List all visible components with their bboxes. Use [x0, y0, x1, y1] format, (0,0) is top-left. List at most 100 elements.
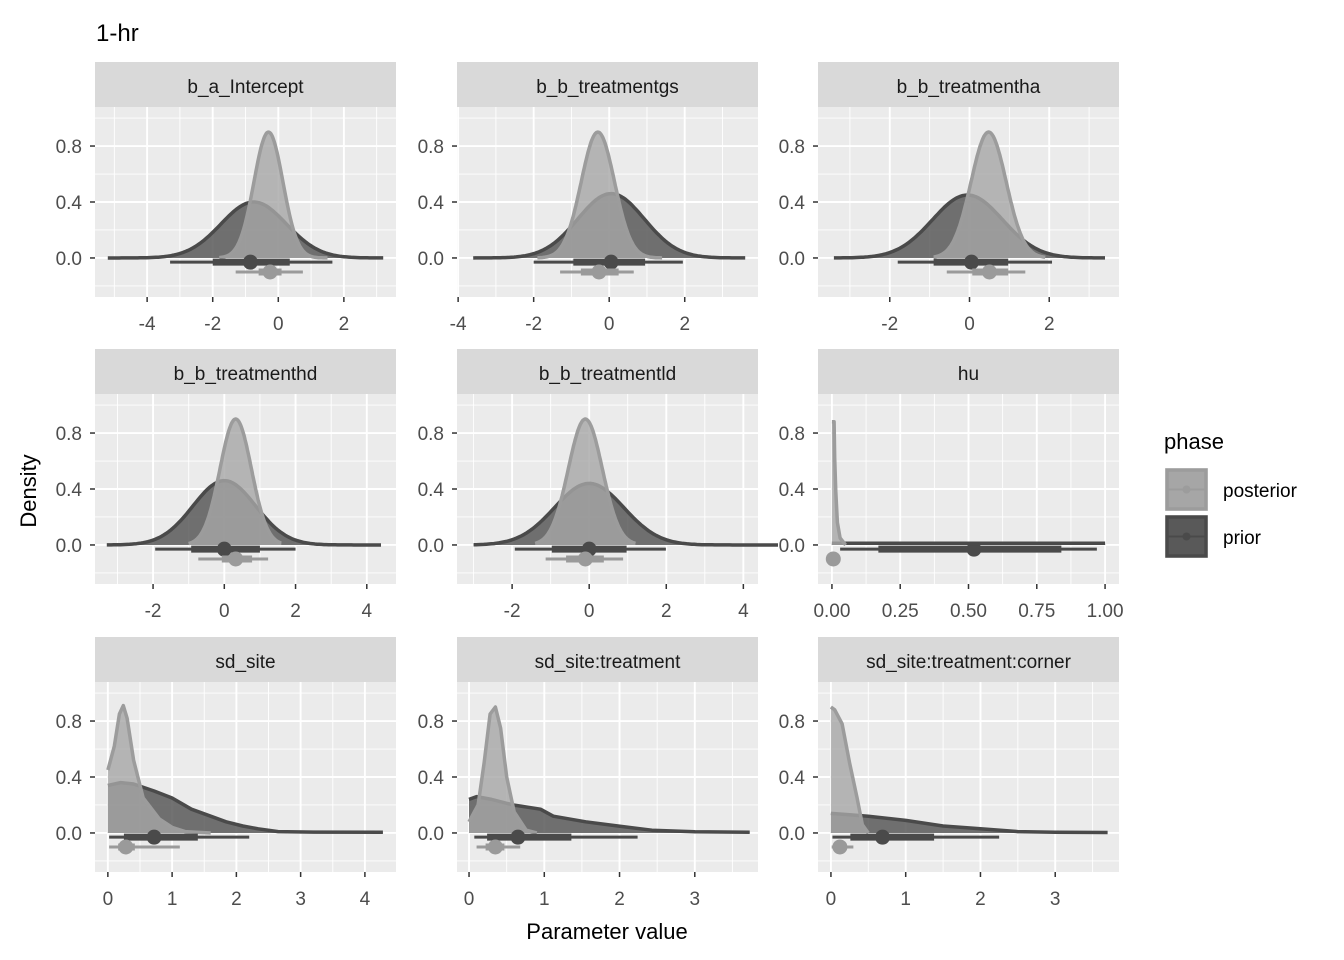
y-tick-label: 0.4 [418, 193, 445, 214]
x-tick-label: 0 [103, 889, 114, 910]
x-tick-label: -4 [139, 314, 156, 335]
facet-b-a-intercept: b_a_Intercept 0.0 0.4 0.8 -4 -2 0 2 [56, 62, 396, 335]
posterior-density-line [218, 130, 329, 260]
legend-label: posterior [1223, 481, 1298, 502]
x-tick-label: -2 [525, 314, 542, 335]
x-tick-label: 0 [604, 314, 615, 335]
posterior-density-area [535, 419, 636, 545]
posterior-median-point [591, 264, 607, 280]
facet-strip [95, 637, 396, 682]
facet-strip-label: b_b_treatmenthd [174, 364, 318, 385]
x-tick-label: 0.50 [950, 601, 987, 622]
facet-strip [457, 637, 758, 682]
y-tick-label: 0.0 [418, 249, 444, 270]
facet-b-b-treatmenthd: b_b_treatmenthd 0.0 0.4 0.8 -2 0 2 4 [56, 349, 396, 622]
chart-title: 1-hr [96, 20, 139, 47]
y-tick-label: 0.8 [418, 137, 444, 158]
y-tick-label: 0.4 [779, 768, 806, 789]
x-tick-label: 2 [661, 601, 672, 622]
facet-strip [457, 62, 758, 107]
y-tick-label: 0.8 [56, 137, 82, 158]
x-tick-label: 3 [295, 889, 306, 910]
posterior-density-area [537, 132, 663, 258]
posterior-density-line [932, 130, 1047, 260]
x-tick-label: 2 [231, 889, 242, 910]
x-tick-label: -2 [881, 314, 898, 335]
y-tick-label: 0.0 [56, 824, 82, 845]
x-tick-label: 2 [975, 889, 986, 910]
legend: phase posterior prior [1164, 429, 1298, 558]
facet-strip [457, 349, 758, 394]
y-tick-label: 0.4 [779, 193, 806, 214]
x-tick-label: 4 [738, 601, 749, 622]
prior-density-area [830, 813, 1108, 833]
x-tick-label: 2 [1044, 314, 1055, 335]
legend-label: prior [1223, 528, 1262, 549]
x-tick-label: 0 [584, 601, 595, 622]
y-tick-label: 0.0 [56, 249, 82, 270]
x-tick-label: 1.00 [1087, 601, 1124, 622]
legend-title: phase [1164, 429, 1224, 454]
prior-median-point [875, 829, 891, 845]
posterior-density-area [188, 419, 282, 545]
posterior-density-line [106, 703, 211, 835]
prior-density-line [107, 200, 384, 260]
facet-strip [95, 349, 396, 394]
prior-median-point [146, 829, 162, 845]
facet-strip-label: hu [958, 364, 979, 385]
prior-median-point [603, 254, 619, 270]
posterior-density-line [187, 417, 283, 546]
y-tick-label: 0.4 [56, 480, 83, 501]
x-tick-label: 0.75 [1018, 601, 1055, 622]
x-tick-label: -2 [145, 601, 162, 622]
facet-strip [818, 349, 1119, 394]
prior-median-point [966, 541, 982, 557]
x-tick-label: 3 [690, 889, 701, 910]
posterior-median-point [825, 551, 841, 567]
prior-density-area [107, 782, 383, 833]
y-tick-label: 0.8 [56, 424, 82, 445]
posterior-density-area [107, 705, 211, 833]
prior-median-point [510, 829, 526, 845]
y-tick-label: 0.8 [418, 424, 444, 445]
legend-item-prior: prior [1165, 515, 1262, 558]
x-tick-label: 1 [167, 889, 178, 910]
posterior-density-area [469, 707, 537, 833]
y-tick-label: 0.8 [779, 424, 805, 445]
x-tick-label: 4 [360, 889, 371, 910]
legend-key-point [1182, 485, 1191, 494]
x-tick-label: 0 [964, 314, 975, 335]
posterior-median-point [487, 839, 503, 855]
x-tick-label: -2 [504, 601, 521, 622]
y-tick-label: 0.0 [418, 824, 444, 845]
prior-median-point [963, 254, 979, 270]
facet-strip [818, 62, 1119, 107]
x-tick-label: 2 [339, 314, 350, 335]
y-tick-label: 0.0 [418, 536, 444, 557]
y-tick-label: 0.4 [56, 768, 83, 789]
x-tick-label: 4 [362, 601, 373, 622]
prior-density-area [469, 796, 750, 833]
facet-sd-site-treatment-corner: sd_site:treatment:corner 0.0 0.4 0.8 0 1 2 3 [779, 637, 1119, 910]
y-axis-label: Density [16, 454, 41, 527]
x-tick-label: 0 [464, 889, 475, 910]
x-tick-label: 2 [614, 889, 625, 910]
prior-density-line [473, 481, 778, 547]
x-tick-label: 2 [679, 314, 690, 335]
y-tick-label: 0.8 [779, 712, 805, 733]
x-tick-label: 3 [1050, 889, 1061, 910]
posterior-median-point [228, 551, 244, 567]
x-tick-label: 1 [539, 889, 550, 910]
x-tick-label: 2 [290, 601, 301, 622]
facet-b-b-treatmentgs: b_b_treatmentgs 0.0 0.4 0.8 -4 -2 0 2 [418, 62, 758, 335]
y-tick-label: 0.4 [418, 768, 445, 789]
y-tick-label: 0.8 [779, 137, 805, 158]
y-tick-label: 0.0 [779, 249, 805, 270]
x-tick-label: -2 [204, 314, 221, 335]
posterior-density-line [831, 420, 847, 547]
x-tick-label: 0 [219, 601, 230, 622]
facet-strip-label: b_b_treatmentgs [536, 77, 679, 98]
y-tick-label: 0.0 [779, 824, 805, 845]
x-tick-label: 0 [826, 889, 837, 910]
